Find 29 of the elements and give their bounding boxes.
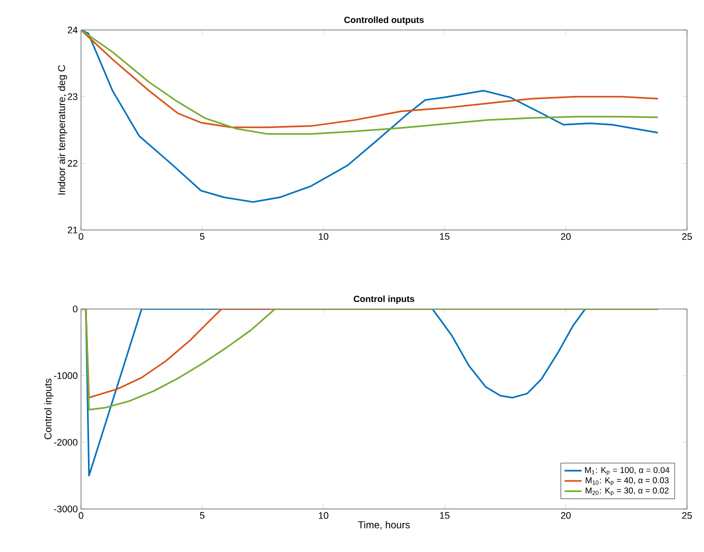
x-tick-label: 5 — [200, 233, 204, 240]
y-tick-label: 0 — [72, 306, 78, 312]
x-tick-label: 10 — [318, 512, 328, 519]
y-tick-label: -3000 — [54, 506, 78, 512]
legend-label: M$_{10}$: K$_{p}$ = 40, α = 0.03 — [586, 477, 669, 486]
x-tick-label: 25 — [682, 233, 692, 240]
y-tick-label: 21 — [68, 226, 78, 234]
legend-label: M$_{1}$: K$_{p}$ = 100, α = 0.04 — [585, 467, 670, 476]
legend-label: M$_{20}$: K$_{p}$ = 30, α = 0.02 — [586, 488, 669, 496]
y-tick-label: 24 — [68, 26, 78, 34]
y-tick-label: -1000 — [54, 372, 78, 380]
x-tick-label: 15 — [440, 512, 450, 519]
x-tick-label: 20 — [561, 512, 571, 519]
line-series — [81, 30, 659, 203]
x-tick-label: 25 — [682, 512, 692, 519]
y-tick-label: 22 — [68, 160, 78, 167]
y-axis-title: Indoor air temperature, deg C — [58, 65, 68, 194]
y-tick-label: -2000 — [54, 438, 78, 446]
x-tick-label: 15 — [440, 233, 450, 240]
x-tick-label: 10 — [318, 233, 328, 240]
y-tick-label: 23 — [68, 93, 78, 100]
x-axis-title: Time, hours — [358, 521, 410, 530]
x-tick-label: 20 — [561, 233, 571, 240]
chart-title: Controlled outputs — [344, 16, 424, 25]
x-tick-label: 0 — [78, 233, 84, 240]
y-axis-title: Control inputs — [44, 378, 54, 440]
chart-title: Control inputs — [354, 295, 414, 304]
x-tick-label: 5 — [200, 512, 204, 519]
x-tick-label: 0 — [78, 512, 84, 519]
